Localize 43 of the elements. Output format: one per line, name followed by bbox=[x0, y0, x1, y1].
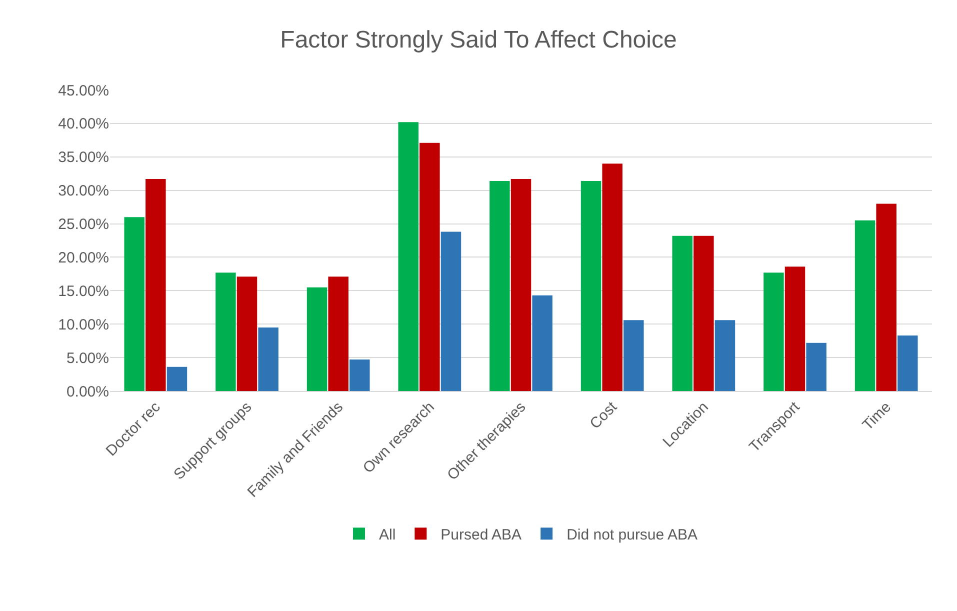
y-tick-label: 0.00% bbox=[66, 383, 109, 400]
bar bbox=[328, 276, 348, 391]
bar bbox=[440, 232, 462, 391]
y-tick-label: 45.00% bbox=[58, 82, 109, 100]
y-tick-label: 35.00% bbox=[58, 149, 109, 166]
legend-label: Did not pursue ABA bbox=[566, 526, 698, 544]
bar bbox=[898, 335, 918, 391]
bar bbox=[784, 266, 806, 391]
bar bbox=[350, 360, 370, 391]
bar bbox=[124, 217, 144, 391]
bar bbox=[258, 327, 278, 391]
y-tick-label: 10.00% bbox=[58, 316, 109, 334]
y-tick-label: 15.00% bbox=[58, 282, 109, 300]
bar bbox=[876, 204, 896, 391]
bar bbox=[398, 122, 418, 391]
bar bbox=[580, 180, 602, 391]
bar bbox=[216, 272, 236, 391]
bar bbox=[490, 180, 510, 391]
bar bbox=[532, 295, 552, 391]
bar bbox=[694, 236, 714, 391]
bar bbox=[672, 236, 692, 391]
y-tick-label: 5.00% bbox=[66, 350, 109, 367]
bar bbox=[714, 320, 736, 391]
bar bbox=[420, 142, 440, 391]
bar bbox=[306, 287, 328, 391]
x-tick-label: Cost bbox=[586, 398, 622, 432]
bar bbox=[764, 272, 784, 391]
y-tick-label: 20.00% bbox=[58, 249, 109, 266]
y-tick-label: 25.00% bbox=[58, 216, 109, 234]
bar bbox=[146, 178, 166, 391]
legend-label: Pursed ABA bbox=[440, 526, 522, 544]
bar bbox=[854, 220, 876, 391]
chart-title: Factor Strongly Said To Affect Choice bbox=[280, 26, 677, 54]
bar bbox=[510, 178, 532, 391]
bar bbox=[624, 320, 644, 391]
y-tick-label: 40.00% bbox=[58, 116, 109, 133]
bar bbox=[806, 342, 826, 391]
y-tick-label: 30.00% bbox=[58, 182, 109, 200]
bar bbox=[166, 366, 188, 391]
bar bbox=[236, 276, 258, 391]
x-tick-label: Time bbox=[859, 398, 894, 434]
legend-label: All bbox=[379, 526, 396, 544]
bar bbox=[602, 164, 622, 391]
